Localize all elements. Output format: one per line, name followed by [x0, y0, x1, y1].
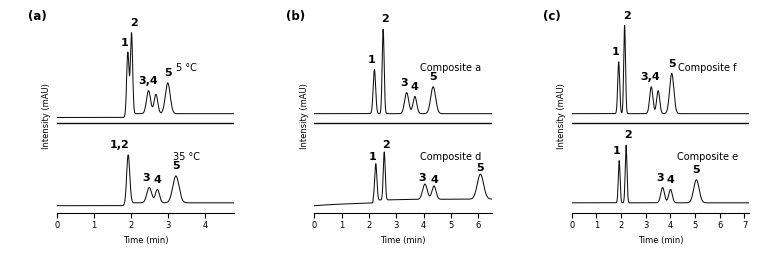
Text: 5: 5 — [693, 165, 700, 175]
Text: Composite a: Composite a — [420, 63, 481, 73]
Text: 1: 1 — [367, 55, 375, 65]
Text: (c): (c) — [544, 10, 561, 23]
Text: 2: 2 — [130, 18, 138, 28]
X-axis label: Time (min): Time (min) — [380, 235, 426, 245]
Text: 3: 3 — [419, 173, 426, 183]
Text: 3: 3 — [656, 173, 664, 183]
Y-axis label: Intensity (mAU): Intensity (mAU) — [557, 83, 566, 149]
Text: 5: 5 — [164, 68, 172, 78]
Text: Composite d: Composite d — [420, 152, 481, 162]
Text: Composite e: Composite e — [677, 152, 738, 162]
Text: (a): (a) — [28, 10, 47, 23]
Text: 4: 4 — [411, 82, 419, 92]
Text: 2: 2 — [382, 140, 390, 150]
Text: 1: 1 — [612, 47, 620, 57]
Text: 3,4: 3,4 — [138, 76, 157, 86]
Text: Composite f: Composite f — [678, 63, 737, 73]
Text: 35 °C: 35 °C — [173, 152, 200, 162]
Text: 3,4: 3,4 — [640, 72, 660, 82]
Text: 5: 5 — [477, 163, 484, 173]
Text: 3: 3 — [400, 78, 408, 88]
Text: 1,2: 1,2 — [111, 140, 130, 150]
Text: 5: 5 — [172, 161, 179, 171]
Text: 1: 1 — [369, 152, 377, 162]
Text: 5: 5 — [668, 59, 675, 69]
Text: 5: 5 — [429, 72, 437, 82]
Text: 1: 1 — [121, 38, 129, 47]
Text: 5 °C: 5 °C — [176, 63, 197, 73]
Text: 4: 4 — [430, 174, 438, 185]
Text: 3: 3 — [142, 173, 150, 183]
Text: (b): (b) — [286, 10, 305, 23]
Text: 1: 1 — [612, 146, 620, 156]
X-axis label: Time (min): Time (min) — [123, 235, 168, 245]
Text: 4: 4 — [667, 174, 674, 185]
Text: 2: 2 — [382, 14, 389, 24]
X-axis label: Time (min): Time (min) — [638, 235, 684, 245]
Y-axis label: Intensity (mAU): Intensity (mAU) — [300, 83, 309, 149]
Text: 2: 2 — [625, 131, 632, 140]
Text: 4: 4 — [154, 174, 161, 185]
Y-axis label: Intensity (mAU): Intensity (mAU) — [42, 83, 51, 149]
Text: 2: 2 — [623, 11, 631, 21]
